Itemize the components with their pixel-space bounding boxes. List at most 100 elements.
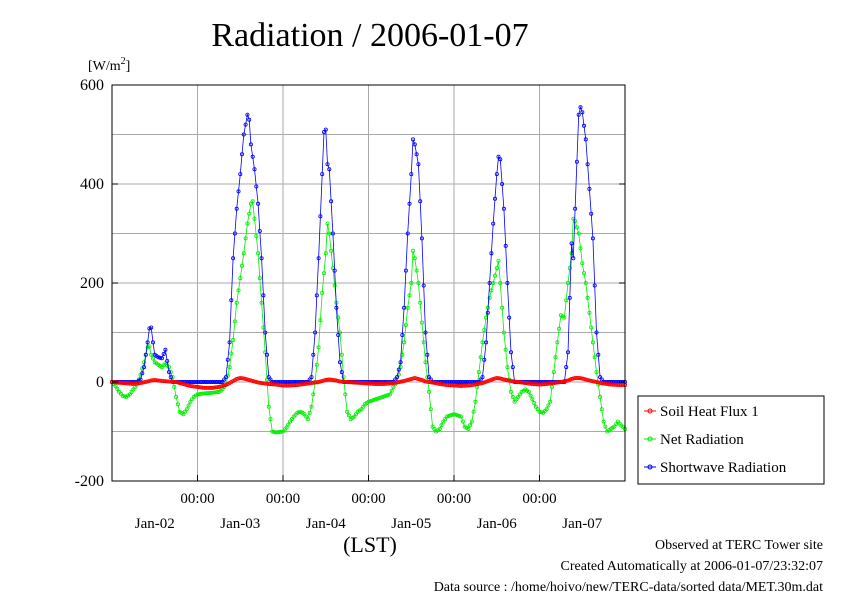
- data-point: [213, 385, 218, 390]
- data-point: [573, 206, 578, 211]
- data-point: [222, 383, 227, 388]
- data-point: [601, 419, 606, 424]
- data-point: [346, 413, 351, 418]
- data-point: [566, 378, 571, 383]
- data-point: [451, 412, 456, 417]
- data-point: [268, 417, 273, 422]
- data-point: [289, 383, 294, 388]
- data-point: [384, 393, 389, 398]
- data-point: [508, 378, 513, 383]
- x-date-tick-label: Jan-06: [477, 516, 517, 532]
- legend-marker: [647, 408, 653, 414]
- data-point: [218, 384, 223, 389]
- data-point: [400, 332, 405, 337]
- data-point: [166, 370, 171, 375]
- data-point: [459, 414, 464, 419]
- data-point: [583, 280, 588, 285]
- data-point: [243, 236, 248, 241]
- data-point: [589, 325, 594, 330]
- data-point: [252, 167, 257, 172]
- data-point: [405, 231, 410, 236]
- data-point: [473, 382, 478, 387]
- data-point: [478, 355, 483, 360]
- data-point: [227, 340, 232, 345]
- data-point: [145, 379, 150, 384]
- data-point: [147, 378, 152, 383]
- data-point: [475, 382, 480, 387]
- data-point: [473, 399, 478, 404]
- data-point: [542, 382, 547, 387]
- y-axis-unit: [W/m2]: [88, 56, 130, 74]
- data-point: [492, 273, 497, 278]
- data-point: [307, 410, 312, 415]
- data-point: [407, 293, 412, 298]
- data-point: [320, 378, 325, 383]
- data-point: [416, 280, 421, 285]
- data-point: [195, 384, 200, 389]
- data-point: [316, 256, 321, 261]
- data-point: [503, 347, 508, 352]
- data-point: [241, 376, 246, 381]
- data-point: [140, 380, 145, 385]
- data-point: [257, 380, 262, 385]
- data-point: [211, 390, 216, 395]
- data-point: [516, 379, 521, 384]
- data-point: [127, 392, 132, 397]
- data-point: [191, 379, 196, 384]
- data-point: [126, 381, 131, 386]
- data-point: [327, 377, 332, 382]
- data-point: [594, 330, 599, 335]
- data-point: [567, 266, 572, 271]
- data-point: [241, 251, 246, 256]
- data-point: [517, 380, 522, 385]
- data-point: [428, 407, 433, 412]
- data-point: [525, 381, 530, 386]
- data-point: [386, 392, 391, 397]
- data-point: [605, 381, 610, 386]
- data-point: [288, 383, 293, 388]
- data-point: [441, 382, 446, 387]
- data-point: [546, 403, 551, 408]
- chart-title: Radiation / 2006-01-07: [211, 17, 528, 54]
- data-point: [248, 378, 253, 383]
- data-point: [298, 382, 303, 387]
- data-point: [414, 268, 419, 273]
- data-point: [165, 358, 170, 363]
- data-point: [487, 280, 492, 285]
- data-point: [195, 392, 200, 397]
- data-point: [516, 394, 521, 399]
- data-point: [590, 379, 595, 384]
- data-point: [159, 356, 164, 361]
- legend: Soil Heat Flux 1 Net Radiation Shortwave R…: [637, 395, 825, 485]
- data-point: [239, 376, 244, 381]
- data-point: [439, 382, 444, 387]
- data-point: [346, 380, 351, 385]
- y-tick-label: 400: [80, 176, 104, 193]
- data-point: [220, 379, 225, 384]
- data-point: [467, 423, 472, 428]
- data-point: [348, 380, 353, 385]
- data-point: [580, 110, 585, 115]
- data-point: [526, 389, 531, 394]
- data-point: [215, 385, 220, 390]
- data-point: [571, 376, 576, 381]
- data-point: [574, 225, 579, 230]
- data-point: [336, 332, 341, 337]
- data-point: [378, 395, 383, 400]
- y-axis-unit-text: [W/m: [88, 59, 121, 74]
- data-point: [496, 154, 501, 159]
- data-point: [532, 400, 537, 405]
- data-point: [434, 381, 439, 386]
- data-point: [158, 378, 163, 383]
- data-point: [503, 243, 508, 248]
- data-point: [234, 300, 239, 305]
- data-point: [330, 231, 335, 236]
- data-point: [612, 382, 617, 387]
- data-point: [254, 184, 259, 189]
- data-point: [307, 381, 312, 386]
- data-point: [318, 318, 323, 323]
- data-point: [113, 383, 118, 388]
- data-point: [279, 429, 284, 434]
- data-point: [172, 384, 177, 389]
- data-point: [491, 221, 496, 226]
